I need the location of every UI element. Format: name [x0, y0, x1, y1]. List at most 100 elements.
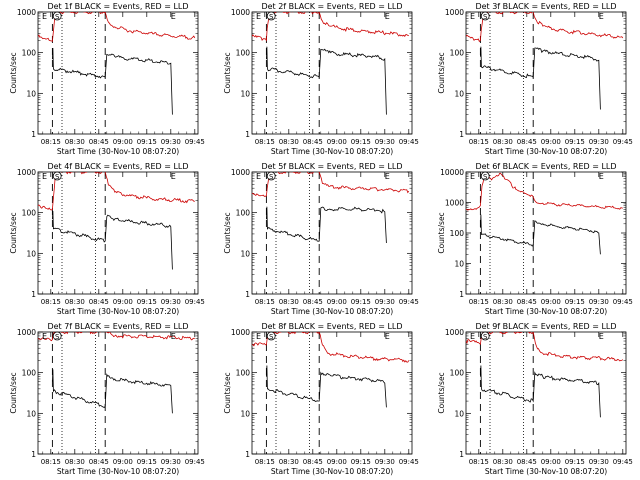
- marker-e-right: E: [385, 12, 390, 21]
- events-trace: [266, 206, 387, 244]
- y-tick-label: 1000: [17, 168, 36, 177]
- x-tick-label: 09:45: [399, 458, 419, 466]
- y-tick-label: 10: [240, 249, 250, 258]
- y-tick-label: 1000: [231, 8, 250, 17]
- x-tick-label: 09:30: [375, 138, 395, 146]
- events-trace: [52, 369, 173, 414]
- marker-s-circle: [266, 331, 276, 341]
- y-axis-label: Counts/sec: [9, 372, 18, 413]
- marker-s-circle: [266, 11, 276, 21]
- marker-s: S: [55, 333, 60, 341]
- panel-det-7: Det 7f BLACK = Events, RED = LLD 1 10 100 10…: [9, 322, 205, 476]
- marker-e-right: E: [171, 12, 176, 21]
- x-tick-label: 08:45: [89, 458, 109, 466]
- x-tick-label: 09:30: [375, 298, 395, 306]
- y-tick-label: 10000: [440, 168, 464, 177]
- y-tick-label: 1000: [445, 199, 464, 208]
- marker-e-right: E: [171, 172, 176, 181]
- marker-e-left: E: [256, 172, 261, 181]
- x-tick-label: 09:15: [351, 298, 371, 306]
- panel-det-5: Det 5f BLACK = Events, RED = LLD 1 10 100 10…: [223, 162, 419, 316]
- x-tick-label: 08:15: [469, 458, 489, 466]
- marker-e-right: E: [599, 172, 604, 181]
- panel-title: Det 2f BLACK = Events, RED = LLD: [261, 2, 402, 11]
- data-area: [466, 12, 624, 134]
- x-tick-label: 09:15: [565, 138, 585, 146]
- x-tick-label: 08:45: [89, 298, 109, 306]
- marker-e-right: E: [599, 12, 604, 21]
- data-area: [252, 172, 410, 294]
- y-axis-label: Counts/sec: [223, 212, 232, 253]
- x-tick-label: 08:30: [493, 458, 513, 466]
- x-tick-label: 09:30: [375, 458, 395, 466]
- y-tick-label: 1000: [231, 168, 250, 177]
- x-tick-label: 08:30: [279, 458, 299, 466]
- y-tick-label: 10: [26, 89, 36, 98]
- y-tick-label: 10: [454, 89, 464, 98]
- marker-s: S: [483, 13, 488, 21]
- x-tick-label: 09:30: [161, 138, 181, 146]
- y-tick-label: 10: [240, 409, 250, 418]
- y-tick-label: 1: [31, 450, 36, 459]
- lld-trace: [38, 12, 196, 42]
- x-tick-label: 09:45: [613, 298, 633, 306]
- marker-s-circle: [52, 331, 62, 341]
- marker-e-left: E: [256, 332, 261, 341]
- x-tick-label: 08:15: [41, 298, 61, 306]
- x-tick-label: 09:45: [613, 458, 633, 466]
- x-tick-label: 09:45: [399, 298, 419, 306]
- events-trace: [266, 46, 387, 115]
- marker-s: S: [55, 13, 60, 21]
- x-tick-label: 08:45: [303, 138, 323, 146]
- y-tick-label: 10: [240, 89, 250, 98]
- y-tick-label: 100: [450, 49, 465, 58]
- x-tick-label: 09:00: [113, 458, 133, 466]
- marker-e-right: E: [171, 332, 176, 341]
- x-tick-label: 09:15: [137, 138, 157, 146]
- y-axis-label: Counts/sec: [437, 372, 446, 413]
- marker-s: S: [55, 173, 60, 181]
- plot-frame: [465, 331, 627, 455]
- data-area: [38, 12, 196, 134]
- x-tick-label: 08:15: [469, 298, 489, 306]
- y-tick-label: 1: [31, 290, 36, 299]
- x-tick-label: 08:45: [303, 458, 323, 466]
- panel-det-2: Det 2f BLACK = Events, RED = LLD 1 10 100 10…: [223, 2, 419, 156]
- x-axis-label: Start Time (30-Nov-10 08:07:20): [271, 467, 393, 476]
- x-tick-label: 08:30: [279, 298, 299, 306]
- lld-trace: [38, 172, 195, 211]
- y-axis-label: Counts/sec: [223, 372, 232, 413]
- x-tick-label: 09:00: [327, 138, 347, 146]
- data-area: [38, 172, 195, 294]
- x-axis-label: Start Time (30-Nov-10 08:07:20): [485, 467, 607, 476]
- events-trace: [52, 47, 173, 115]
- events-trace: [480, 46, 601, 110]
- marker-e-left: E: [42, 12, 47, 21]
- panel-title: Det 9f BLACK = Events, RED = LLD: [475, 322, 616, 331]
- panel-title: Det 4f BLACK = Events, RED = LLD: [47, 162, 188, 171]
- lld-trace: [466, 332, 624, 362]
- x-axis-label: Start Time (30-Nov-10 08:07:20): [485, 147, 607, 156]
- x-tick-label: 09:45: [185, 458, 205, 466]
- x-tick-label: 08:45: [303, 298, 323, 306]
- x-tick-label: 09:30: [589, 298, 609, 306]
- panel-det-9: Det 9f BLACK = Events, RED = LLD 1 10 100 10…: [437, 322, 633, 476]
- y-tick-label: 10: [26, 249, 36, 258]
- x-tick-label: 08:30: [65, 138, 85, 146]
- y-tick-label: 100: [236, 369, 251, 378]
- plot-frame: [465, 11, 627, 135]
- panel-title: Det 6f BLACK = Events, RED = LLD: [475, 162, 616, 171]
- plot-frame: [251, 11, 413, 135]
- x-tick-label: 09:30: [589, 138, 609, 146]
- marker-e-right: E: [599, 332, 604, 341]
- x-tick-label: 09:15: [351, 138, 371, 146]
- plot-frame: [251, 171, 413, 295]
- x-axis-label: Start Time (30-Nov-10 08:07:20): [57, 467, 179, 476]
- data-area: [466, 172, 623, 294]
- x-tick-label: 09:00: [541, 298, 561, 306]
- panel-title: Det 5f BLACK = Events, RED = LLD: [261, 162, 402, 171]
- y-tick-label: 100: [236, 49, 251, 58]
- marker-e-left: E: [470, 12, 475, 21]
- x-axis-label: Start Time (30-Nov-10 08:07:20): [485, 307, 607, 316]
- data-area: [252, 332, 410, 454]
